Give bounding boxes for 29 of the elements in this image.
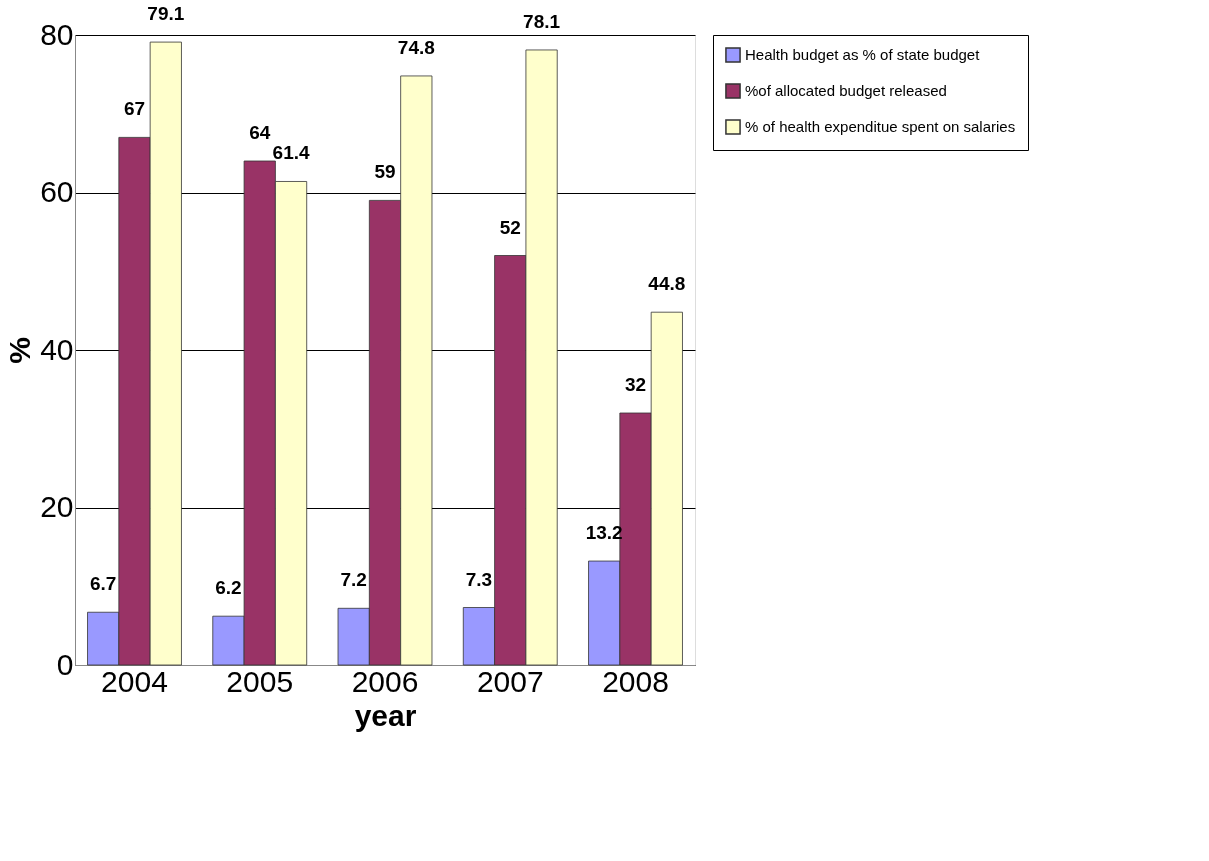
data-label: 6.2 [215, 577, 242, 599]
data-label: 78.1 [523, 10, 561, 32]
data-label: 6.7 [89, 573, 117, 595]
x-tick-label: 2008 [602, 664, 669, 698]
y-tick-label: 40 [40, 332, 74, 366]
y-tick-label: 80 [40, 17, 74, 51]
legend-label: %of allocated budget released [745, 82, 947, 99]
legend-label: Health budget as % of state budget [745, 46, 981, 63]
y-tick-label: 20 [40, 490, 74, 523]
data-label: 52 [499, 216, 521, 238]
data-label: 61.4 [272, 142, 310, 164]
data-label: 44.8 [648, 273, 686, 295]
legend-label: % of health expenditue spent on salaries [745, 118, 1016, 135]
data-label: 32 [624, 374, 647, 395]
x-tick-label: 2007 [476, 664, 544, 698]
data-label: 74.8 [397, 36, 435, 58]
x-axis-title: year [354, 698, 417, 732]
data-label: 59 [374, 161, 396, 183]
y-axis-title: % [3, 337, 37, 364]
y-tick-label: 60 [40, 175, 74, 208]
x-tick-label: 2005 [226, 664, 294, 698]
y-tick-label: 0 [56, 647, 74, 681]
data-label: 67 [123, 98, 146, 120]
data-label: 79.1 [147, 3, 185, 25]
x-tick-label: 2006 [351, 664, 419, 698]
x-tick-label: 2004 [101, 664, 168, 698]
data-label: 7.2 [340, 569, 367, 591]
data-label: 7.3 [465, 568, 493, 590]
data-label: 64 [249, 122, 271, 143]
